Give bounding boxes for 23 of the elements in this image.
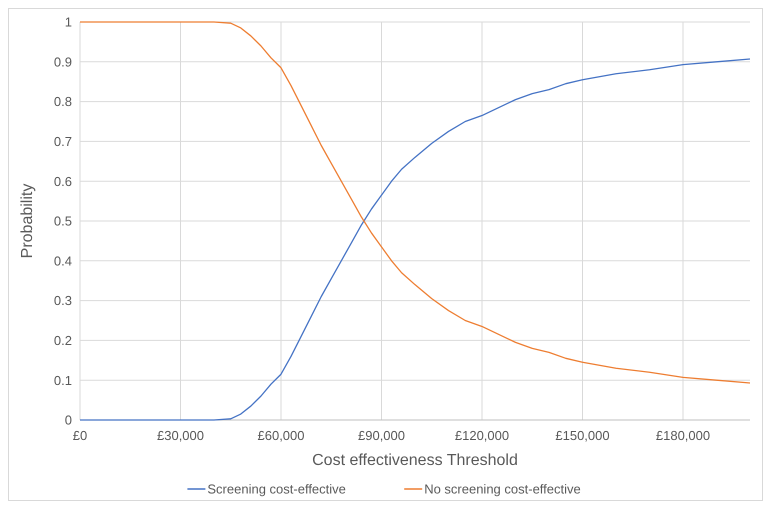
x-tick-label: £90,000 — [358, 428, 405, 443]
x-tick-label: £150,000 — [555, 428, 610, 443]
x-tick-label: £120,000 — [454, 428, 510, 443]
y-tick-label: 0 — [64, 412, 72, 428]
y-tick-label: 0.7 — [54, 134, 72, 149]
legend-label: Screening cost-effective — [207, 482, 346, 497]
legend-label: No screening cost-effective — [424, 482, 581, 497]
line-series — [79, 58, 751, 421]
y-tick-label: 0.5 — [54, 214, 72, 229]
y-tick-label: 0.1 — [54, 372, 72, 388]
x-tick-label: £0 — [72, 428, 88, 443]
y-tick-label: 0.3 — [54, 293, 72, 308]
y-tick-label: 0.9 — [54, 54, 72, 70]
x-tick-label: £180,000 — [656, 428, 710, 443]
x-axis-title: Cost effectiveness Threshold — [312, 452, 518, 469]
y-tick-label: 0.2 — [54, 332, 72, 348]
y-tick-label: 1 — [64, 14, 72, 30]
y-tick-label: 0.8 — [54, 94, 72, 110]
x-tick-label: £30,000 — [157, 428, 204, 443]
y-tick-label: 0.4 — [54, 253, 72, 268]
y-axis-title: Probability — [19, 184, 36, 258]
y-tick-label: 0.6 — [54, 174, 72, 189]
x-tick-label: £60,000 — [258, 428, 304, 443]
